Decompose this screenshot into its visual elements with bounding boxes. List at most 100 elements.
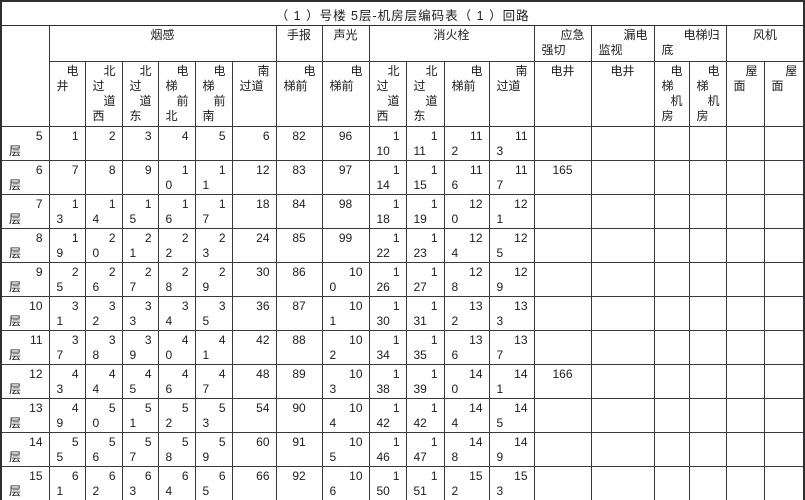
code-cell: 12 8 bbox=[443, 262, 490, 297]
code-cell: 15 2 bbox=[443, 466, 490, 500]
code-cell: 1 26 bbox=[368, 262, 407, 297]
code-cell: 1 23 bbox=[405, 228, 445, 263]
code-cell bbox=[763, 398, 805, 433]
code-cell: 30 bbox=[231, 262, 277, 297]
code-cell bbox=[688, 194, 727, 229]
code-cell: 42 bbox=[231, 330, 277, 365]
code-cell bbox=[688, 330, 727, 365]
code-cell: 10 5 bbox=[321, 432, 370, 467]
table-row: 5 层 1 2 3 4 5 6 82 96 1 10 1 11 11 2 11 3 bbox=[0, 126, 805, 161]
code-cell bbox=[763, 330, 805, 365]
code-cell bbox=[653, 228, 690, 263]
code-cell: 1 34 bbox=[368, 330, 407, 365]
code-cell: 10 3 bbox=[321, 364, 370, 399]
code-cell: 10 1 bbox=[321, 296, 370, 331]
code-cell: 87 bbox=[275, 296, 323, 331]
code-cell bbox=[590, 466, 655, 500]
code-cell: 14 5 bbox=[488, 398, 535, 433]
code-cell: 14 4 bbox=[443, 398, 490, 433]
subheader-cell: 南过道 bbox=[231, 61, 277, 127]
code-cell bbox=[725, 398, 765, 433]
title-row: （ 1 ）号楼 5层-机房层编码表（ 1 ）回路 bbox=[0, 0, 805, 26]
code-cell bbox=[725, 262, 765, 297]
code-cell bbox=[763, 194, 805, 229]
code-cell bbox=[763, 160, 805, 195]
subheader-cell: 电梯前 bbox=[443, 61, 490, 127]
code-cell: 12 4 bbox=[443, 228, 490, 263]
table-row: 15 层 6 1 6 2 6 3 6 4 6 5 66 92 10 6 1 50 1 51 15 2 15 3 bbox=[0, 466, 805, 500]
code-cell: 1 50 bbox=[368, 466, 407, 500]
code-cell: 14 8 bbox=[443, 432, 490, 467]
code-cell: 2 bbox=[84, 126, 123, 161]
code-cell: 11 7 bbox=[488, 160, 535, 195]
code-cell: 10 2 bbox=[321, 330, 370, 365]
table-row: 10 层 3 1 3 2 3 3 3 4 3 5 36 87 10 1 1 30 1 31 13 2 13 3 bbox=[0, 296, 805, 331]
code-cell: 12 0 bbox=[443, 194, 490, 229]
code-cell bbox=[533, 126, 592, 161]
code-cell bbox=[533, 330, 592, 365]
code-cell: 86 bbox=[275, 262, 323, 297]
code-cell bbox=[590, 160, 655, 195]
code-cell: 5 bbox=[194, 126, 233, 161]
subheader-cell: 电梯前南 bbox=[194, 61, 233, 127]
floor-label-cell: 13 层 bbox=[0, 398, 50, 433]
floor-label-cell: 10 层 bbox=[0, 296, 50, 331]
code-cell bbox=[725, 126, 765, 161]
code-cell: 1 51 bbox=[405, 466, 445, 500]
code-cell: 24 bbox=[231, 228, 277, 263]
code-cell bbox=[725, 364, 765, 399]
code-cell: 13 3 bbox=[488, 296, 535, 331]
subheader-cell: 电井 bbox=[48, 61, 86, 127]
subheader-cell: 电梯前 bbox=[321, 61, 370, 127]
code-cell: 1 42 bbox=[368, 398, 407, 433]
subheader-cell: 北过道东 bbox=[405, 61, 445, 127]
code-cell bbox=[533, 296, 592, 331]
code-cell: 1 10 bbox=[368, 126, 407, 161]
code-cell bbox=[533, 432, 592, 467]
code-cell: 166 bbox=[533, 364, 592, 399]
code-cell bbox=[688, 432, 727, 467]
code-cell bbox=[653, 432, 690, 467]
table-header: （ 1 ）号楼 5层-机房层编码表（ 1 ）回路 烟感 手报 声光 消火栓 应急 强切 漏电… bbox=[0, 0, 805, 127]
code-cell: 91 bbox=[275, 432, 323, 467]
table-row: 6 层 7 8 9 1 0 1 1 12 83 97 1 14 1 15 11 6 11 7 165 bbox=[0, 160, 805, 195]
code-cell: 13 6 bbox=[443, 330, 490, 365]
code-cell bbox=[653, 126, 690, 161]
code-cell: 92 bbox=[275, 466, 323, 500]
subheader-cell: 电井 bbox=[590, 61, 655, 127]
table-row: 14 层 5 5 5 6 5 7 5 8 5 9 60 91 10 5 1 46 1 47 14 8 14 9 bbox=[0, 432, 805, 467]
code-cell: 98 bbox=[321, 194, 370, 229]
code-cell bbox=[653, 194, 690, 229]
code-cell: 10 6 bbox=[321, 466, 370, 500]
code-cell: 85 bbox=[275, 228, 323, 263]
code-cell: 83 bbox=[275, 160, 323, 195]
code-cell: 1 42 bbox=[405, 398, 445, 433]
code-cell: 11 2 bbox=[443, 126, 490, 161]
code-cell bbox=[653, 398, 690, 433]
code-cell bbox=[653, 296, 690, 331]
table-row: 11 层 3 7 3 8 3 9 4 0 4 1 42 88 10 2 1 34 1 35 13 6 13 7 bbox=[0, 330, 805, 365]
code-cell bbox=[725, 330, 765, 365]
code-cell: 7 bbox=[48, 160, 86, 195]
code-cell bbox=[653, 364, 690, 399]
code-cell bbox=[590, 194, 655, 229]
code-cell: 89 bbox=[275, 364, 323, 399]
code-cell: 48 bbox=[231, 364, 277, 399]
code-cell bbox=[653, 330, 690, 365]
